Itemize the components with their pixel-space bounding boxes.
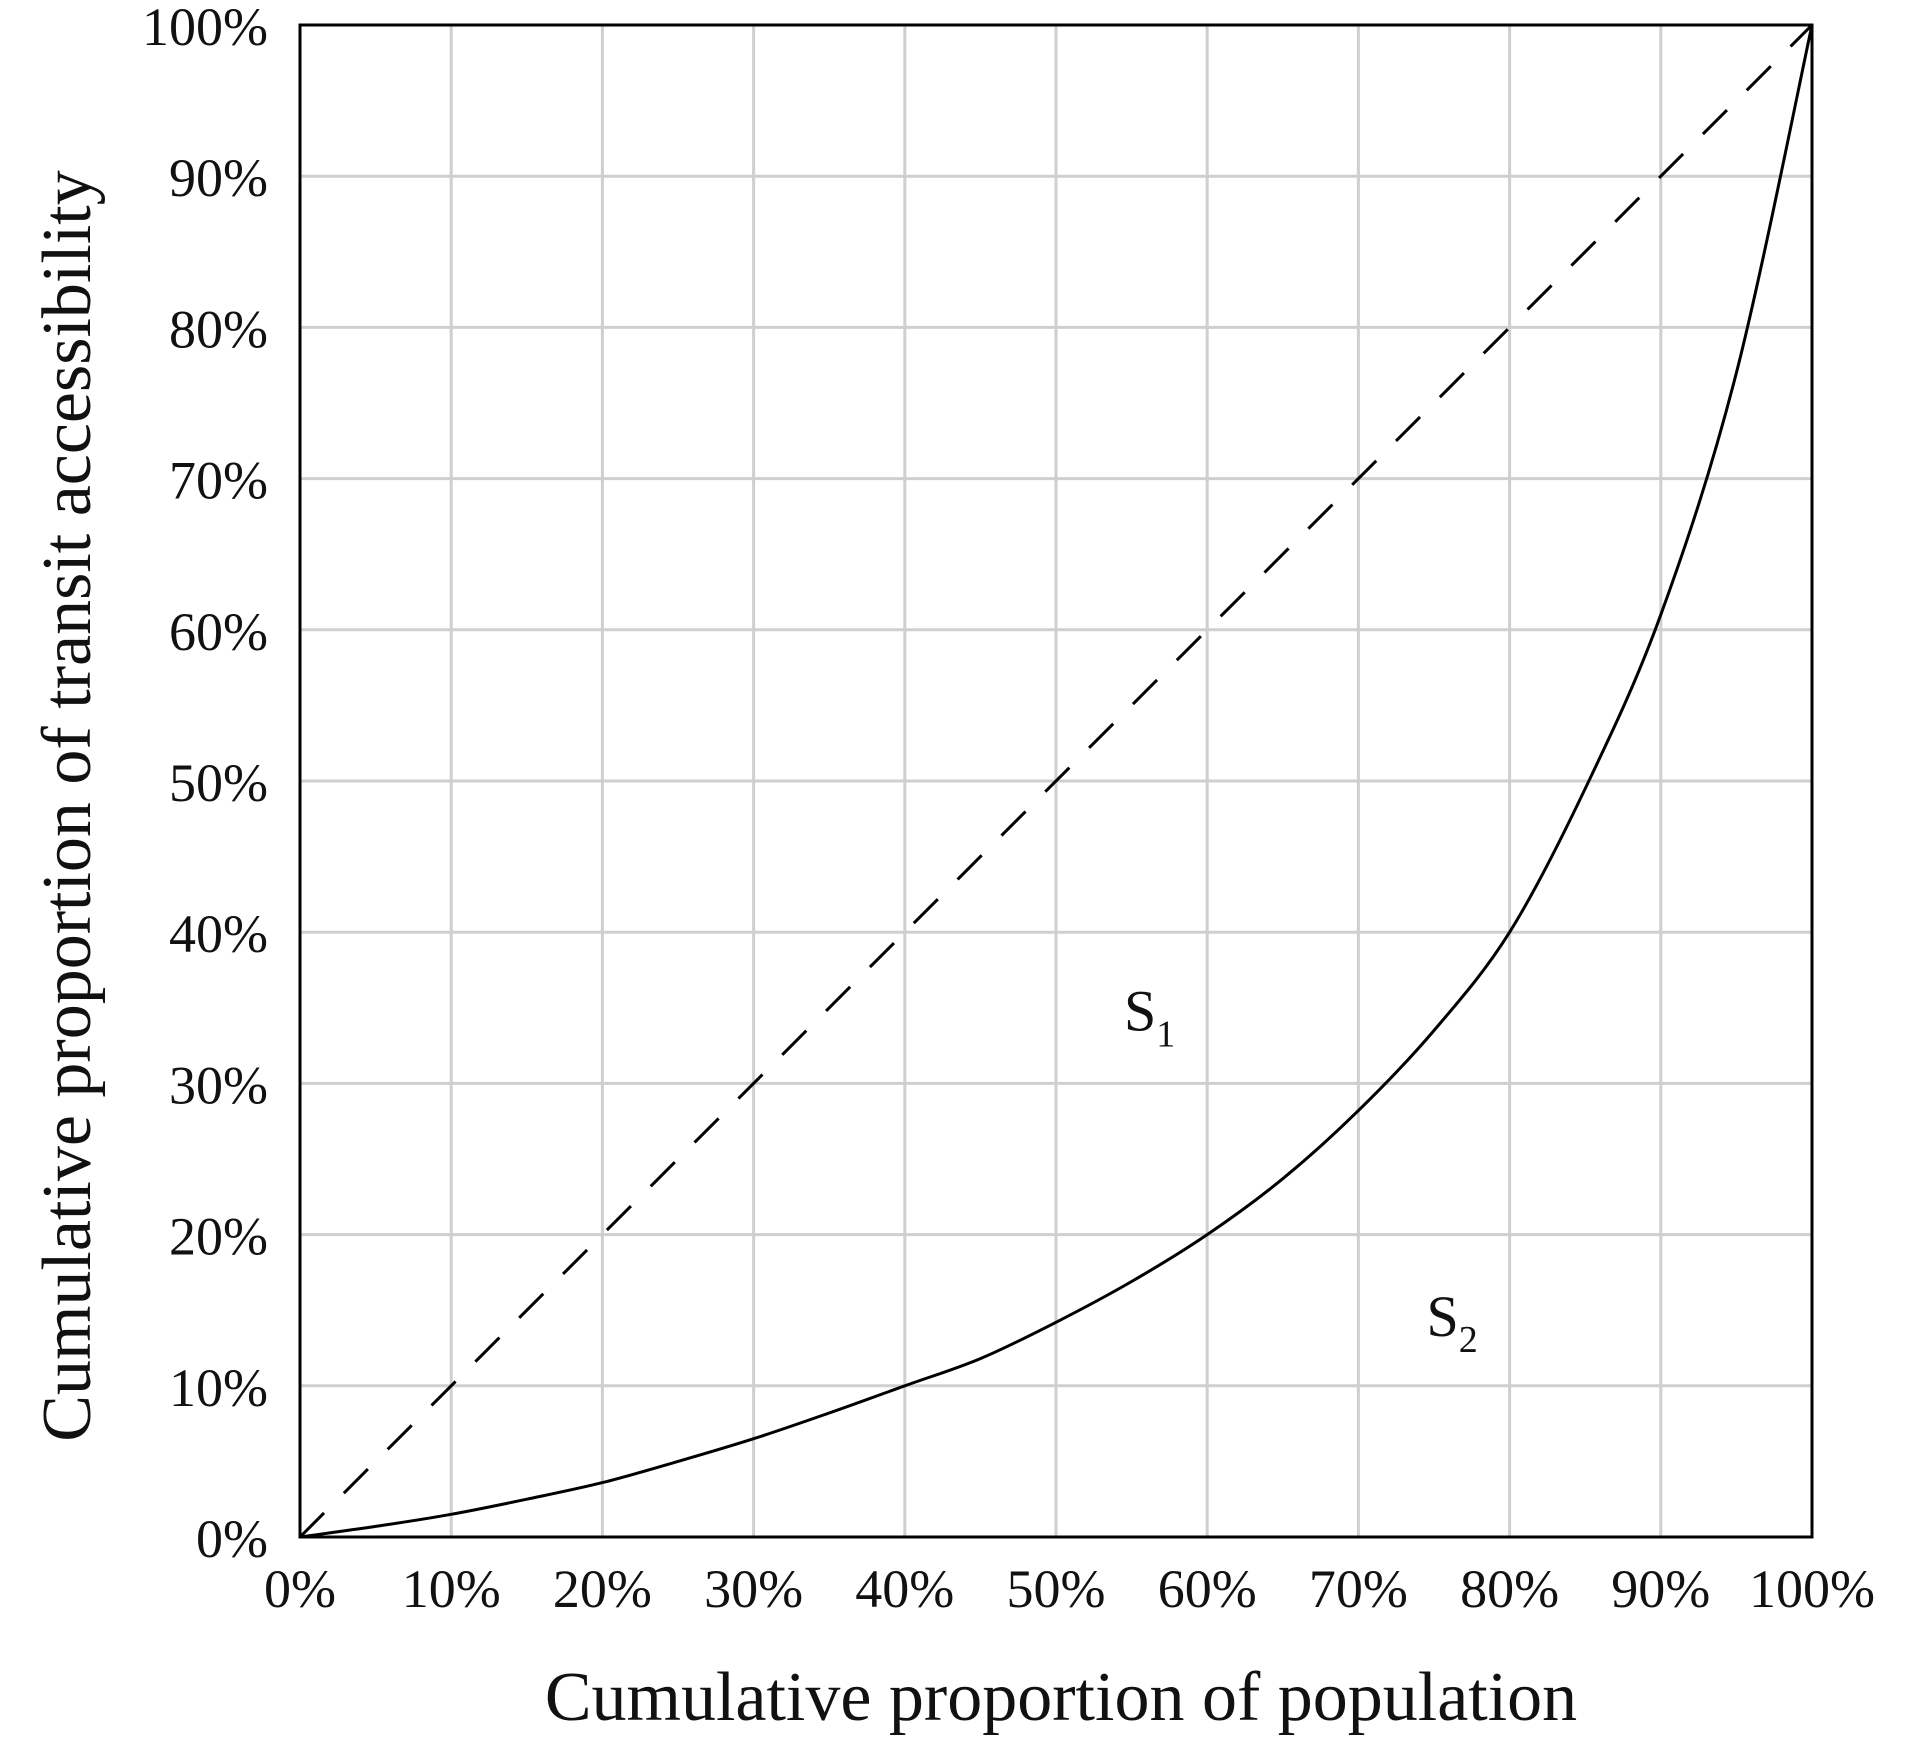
y-axis-label: Cumulative proportion of transit accessi… — [29, 170, 106, 1441]
x-axis-label: Cumulative proportion of population — [545, 1659, 1577, 1736]
x-axis-ticks: 0% 10% 20% 30% 40% 50% 60% 70% 80% 90% 100% — [264, 1559, 1875, 1619]
y-tick-label-40: 40% — [169, 904, 268, 964]
x-tick-label-40: 40% — [855, 1559, 954, 1619]
y-tick-label-30: 30% — [169, 1055, 268, 1115]
y-tick-label-80: 80% — [169, 299, 268, 359]
y-tick-label-70: 70% — [169, 451, 268, 511]
x-tick-label-90: 90% — [1611, 1559, 1710, 1619]
x-tick-label-80: 80% — [1460, 1559, 1559, 1619]
lorenz-curve — [299, 24, 1814, 1539]
y-tick-label-100: 100% — [142, 0, 268, 57]
equality-line — [298, 23, 1814, 1539]
y-tick-label-0: 0% — [196, 1509, 268, 1569]
x-tick-label-60: 60% — [1158, 1559, 1257, 1619]
x-tick-label-30: 30% — [704, 1559, 803, 1619]
x-tick-label-70: 70% — [1309, 1559, 1408, 1619]
region-label-s2: S2 — [1426, 1284, 1477, 1361]
y-tick-label-20: 20% — [169, 1207, 268, 1267]
plot-frame — [298, 23, 1814, 1539]
x-tick-label-100: 100% — [1749, 1559, 1875, 1619]
region-label-s1: S1 — [1124, 978, 1175, 1055]
y-tick-label-90: 90% — [169, 148, 268, 208]
x-tick-label-20: 20% — [553, 1559, 652, 1619]
region-annotations: S1 S2 — [1124, 978, 1478, 1360]
y-tick-label-60: 60% — [169, 602, 268, 662]
y-tick-label-50: 50% — [169, 753, 268, 813]
series-layer — [298, 23, 1814, 1539]
x-tick-label-50: 50% — [1007, 1559, 1106, 1619]
y-axis-ticks: 0% 10% 20% 30% 40% 50% 60% 70% 80% 90% 100% — [142, 0, 268, 1569]
x-tick-label-10: 10% — [402, 1559, 501, 1619]
y-tick-label-10: 10% — [169, 1358, 268, 1418]
x-tick-label-0: 0% — [264, 1559, 336, 1619]
